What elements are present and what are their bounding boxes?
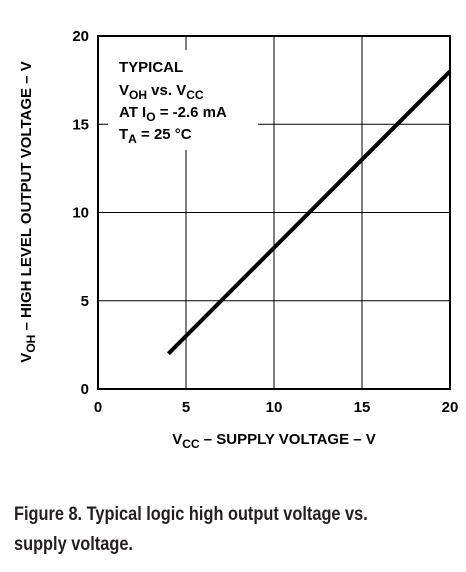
y-tick-label: 10 [72, 205, 89, 222]
x-tick-label: 20 [442, 399, 459, 416]
y-tick-labels: 0 5 10 15 20 [72, 28, 89, 398]
y-tick-label: 20 [72, 28, 89, 45]
annotation-line-1: TYPICAL [119, 59, 183, 76]
x-tick-label: 5 [182, 399, 190, 416]
plot-frame [97, 35, 451, 390]
x-tick-label: 10 [266, 399, 283, 416]
x-tick-label: 15 [354, 399, 371, 416]
x-tick-label: 0 [94, 399, 102, 416]
y-tick-label: 0 [81, 381, 89, 398]
annotation-line-4: TA = 25 °C [119, 126, 192, 146]
caption-line-1: Figure 8. Typical logic high output volt… [14, 504, 368, 525]
annotation-line-3: AT IO = -2.6 mA [119, 104, 227, 124]
y-tick-label: 15 [72, 116, 89, 133]
figure-caption: Figure 8. Typical logic high output volt… [14, 500, 392, 560]
series-line [166, 69, 452, 356]
annotation-box: TYPICAL VOH vs. VCC AT IO = -2.6 mA TA =… [108, 50, 258, 150]
x-axis-label: VCC – SUPPLY VOLTAGE – V [172, 431, 376, 451]
annotation-background [108, 50, 258, 150]
x-tick-labels: 0 5 10 15 20 [94, 399, 459, 416]
y-tick-label: 5 [81, 293, 89, 310]
annotation-line-2: VOH vs. VCC [119, 82, 204, 102]
caption-line-2: supply voltage. [14, 534, 133, 555]
y-axis-label: VOH – HIGH LEVEL OUTPUT VOLTAGE – V [18, 61, 38, 362]
chart: 0 5 10 15 20 0 5 10 15 20 TYPICAL VOH vs. VCC AT… [18, 28, 459, 451]
